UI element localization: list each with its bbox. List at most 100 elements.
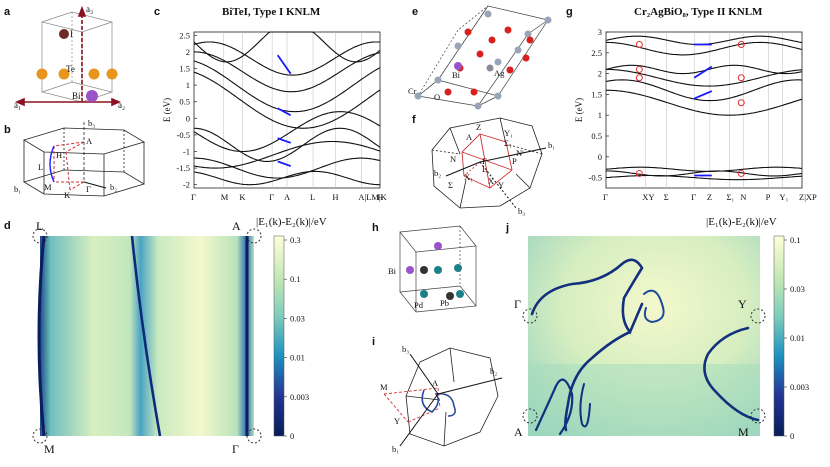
band-line	[193, 60, 381, 113]
panel-letter-h: h	[372, 222, 379, 234]
vector-label-a2: a₂	[118, 100, 125, 110]
crossing-marker	[635, 169, 643, 177]
band-ytick-label: 1	[598, 110, 602, 120]
panel-letter-a: a	[4, 6, 11, 18]
band-line	[193, 31, 381, 63]
band-line	[194, 157, 381, 179]
crossing-marker	[635, 74, 643, 82]
vector-label-a1: a₁	[14, 100, 21, 110]
atom-label-bi-e: Bi	[452, 70, 461, 80]
nodal-segment	[276, 54, 292, 75]
panel-g-title: Cr₂AgBiO₈, Type II KNLM	[634, 6, 763, 18]
bz-f-y1: Y₁	[504, 128, 513, 138]
band-xtick-label: Γ	[691, 192, 696, 202]
band-xtick-label: H	[377, 192, 383, 202]
panel-letter-b: b	[4, 124, 11, 136]
band-line	[605, 170, 803, 177]
bz-i-m: M	[380, 382, 388, 392]
bz-f-z: Z	[476, 122, 481, 132]
d-corner-tr: A	[232, 219, 241, 233]
panel-letter-e: e	[412, 6, 419, 18]
bz-f-b2: b₂	[434, 168, 441, 178]
bz-point-h: H	[56, 150, 62, 160]
colorbar-tick-label: 0.03	[790, 284, 805, 294]
band-ytick-label: 0.5	[591, 131, 602, 141]
nodal-segment	[277, 107, 292, 117]
bz-i-b2: b₂	[490, 366, 497, 376]
crossing-marker	[737, 169, 745, 177]
bz-f-b3: b₃	[518, 206, 525, 216]
bz-f-sigma: Σ	[448, 180, 453, 190]
bz-vector-b3: b₃	[88, 118, 95, 128]
band-xtick-label: M	[221, 192, 229, 202]
band-xtick-label: N	[740, 192, 746, 202]
atom-label-o: O	[434, 92, 440, 102]
j-corner-br: M	[738, 425, 749, 439]
j-corner-tl: Γ	[514, 297, 521, 311]
band-ytick-label: -0.5	[589, 173, 602, 183]
bz-point-gamma: Γ	[86, 184, 91, 194]
band-ytick-label: 2	[186, 47, 190, 57]
band-xtick-label: P	[766, 192, 771, 202]
band-xtick-label: Z	[707, 192, 712, 202]
bz-i-b3: b₃	[402, 344, 409, 354]
panel-letter-c: c	[154, 6, 161, 18]
band-xtick-label: H	[332, 192, 338, 202]
bz-i-b1: b₁	[392, 444, 399, 454]
band-ylabel: E (eV)	[162, 98, 172, 122]
nodal-segment	[693, 90, 713, 100]
band-xtick-label: XY	[642, 192, 654, 202]
panel-c-title: BiTeI, Type I KNLM	[222, 6, 321, 18]
bz-f-p: P	[512, 156, 517, 166]
atom-label-ag: Ag	[494, 68, 505, 78]
nodal-segment	[693, 65, 713, 79]
panel-h-crystal: Bi Pd Pb	[388, 225, 477, 313]
d-corner-bl: M	[44, 442, 55, 456]
atom-label-cr: Cr	[408, 86, 417, 96]
d-corner-br: Γ	[232, 442, 239, 456]
crossing-marker	[635, 65, 643, 73]
atom-label-bi: Bi	[72, 91, 81, 101]
band-xtick-label: L	[310, 192, 315, 202]
d-colorbar-title: |E₁(k)-E₂(k)|/eV	[256, 216, 327, 228]
bz-f-sigma1: Σ₁	[504, 138, 512, 148]
panel-e-crystal: Cr Bi Ag O	[408, 5, 552, 110]
band-line	[605, 79, 803, 102]
band-line	[605, 89, 803, 116]
panel-i-brillouin-zone: M Y A b₃ b₂ b₁	[380, 344, 503, 454]
panel-f-brillouin-zone: Z A L Γ N N' P X Y Σ Σ₁ Y₁ X₁ b₁ b₂ b₃	[431, 117, 555, 216]
band-ytick-label: 1.5	[179, 64, 190, 74]
band-ytick-label: 0	[186, 113, 190, 123]
band-xtick-label: Y₁	[779, 192, 788, 202]
panel-b-brillouin-zone: A H L M K Γ b₁ b₂ b₃	[14, 118, 145, 200]
band-ytick-label: -0.5	[177, 130, 190, 140]
colorbar-tick-label: 0.003	[790, 382, 809, 392]
panel-letter-f: f	[412, 114, 416, 126]
bz-f-y: Y	[498, 180, 504, 190]
bz-f-l: L	[482, 164, 487, 174]
band-ytick-label: 0	[598, 152, 602, 162]
band-line	[193, 170, 380, 186]
band-xtick-label: Σ	[664, 192, 669, 202]
vector-label-a3: a₃	[86, 4, 93, 14]
band-ytick-label: -2	[183, 180, 190, 190]
crossing-marker	[635, 40, 643, 48]
band-xtick-label: Z|XP	[799, 192, 817, 202]
band-xtick-label: A	[284, 192, 291, 202]
band-ylabel: E (eV)	[574, 98, 584, 122]
colorbar-tick-label: 0.003	[290, 392, 309, 402]
band-ytick-label: 0.5	[179, 97, 190, 107]
bz-f-b1: b₁	[548, 140, 555, 150]
colorbar-tick-label: 0.1	[790, 235, 801, 245]
crossing-marker	[737, 74, 745, 82]
nodal-segment	[277, 160, 291, 167]
atom-label-pb: Pb	[440, 298, 449, 308]
band-ytick-label: -1	[183, 146, 190, 156]
band-ytick-label: 2.5	[591, 48, 602, 58]
bz-point-a: A	[86, 136, 93, 146]
colorbar-tick-label: 0.1	[290, 274, 301, 284]
bz-point-l: L	[38, 162, 43, 172]
band-line	[193, 140, 381, 169]
band-xtick-label: Σ₁	[726, 192, 734, 202]
panel-letter-d: d	[4, 220, 11, 232]
